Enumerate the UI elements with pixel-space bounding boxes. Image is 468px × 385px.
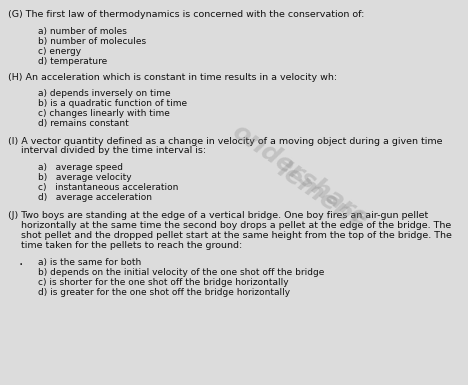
Text: d) is greater for the one shot off the bridge horizontally: d) is greater for the one shot off the b… — [38, 288, 290, 297]
Text: (J) Two boys are standing at the edge of a vertical bridge. One boy fires an air: (J) Two boys are standing at the edge of… — [8, 211, 428, 220]
Text: b) number of molecules: b) number of molecules — [38, 37, 146, 46]
Text: c) changes linearly with time: c) changes linearly with time — [38, 109, 170, 118]
Text: lement: lement — [273, 157, 367, 233]
Text: a)   average speed: a) average speed — [38, 163, 123, 172]
Text: c) is shorter for the one shot off the bridge horizontally: c) is shorter for the one shot off the b… — [38, 278, 289, 287]
Text: (G) The first law of thermodynamics is concerned with the conservation of:: (G) The first law of thermodynamics is c… — [8, 10, 365, 19]
Text: a) depends inversely on time: a) depends inversely on time — [38, 89, 171, 98]
Text: ondershare: ondershare — [227, 119, 373, 231]
Text: b)   average velocity: b) average velocity — [38, 173, 132, 182]
Text: horizontally at the same time the second boy drops a pellet at the edge of the b: horizontally at the same time the second… — [21, 221, 451, 230]
Text: d)   average acceleration: d) average acceleration — [38, 193, 152, 202]
Text: time taken for the pellets to reach the ground:: time taken for the pellets to reach the … — [21, 241, 242, 250]
Text: d) remains constant: d) remains constant — [38, 119, 129, 128]
Text: c) energy: c) energy — [38, 47, 81, 56]
Text: a) is the same for both: a) is the same for both — [38, 258, 141, 267]
Text: shot pellet and the dropped pellet start at the same height from the top of the : shot pellet and the dropped pellet start… — [21, 231, 452, 240]
Text: c)   instantaneous acceleration: c) instantaneous acceleration — [38, 183, 178, 192]
Text: b) depends on the initial velocity of the one shot off the bridge: b) depends on the initial velocity of th… — [38, 268, 324, 277]
Text: d) temperature: d) temperature — [38, 57, 107, 66]
Text: b) is a quadratic function of time: b) is a quadratic function of time — [38, 99, 187, 108]
Text: (I) A vector quantity defined as a change in velocity of a moving object during : (I) A vector quantity defined as a chang… — [8, 137, 443, 146]
Text: (H) An acceleration which is constant in time results in a velocity wh:: (H) An acceleration which is constant in… — [8, 73, 337, 82]
Text: interval divided by the time interval is:: interval divided by the time interval is… — [21, 146, 206, 155]
Text: a) number of moles: a) number of moles — [38, 27, 127, 36]
Text: ·: · — [18, 258, 22, 272]
